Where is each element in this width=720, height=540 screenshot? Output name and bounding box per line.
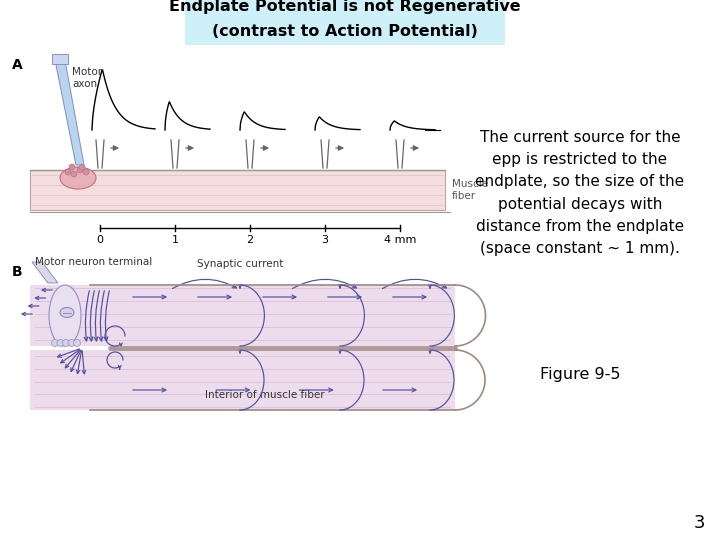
Bar (30, 170, 445, 210)
Circle shape (77, 167, 83, 173)
Text: The current source for the
epp is restricted to the
endplate, so the size of the: The current source for the epp is restri… (475, 130, 685, 256)
Circle shape (68, 340, 75, 347)
Text: Motor
axon: Motor axon (72, 67, 102, 89)
FancyBboxPatch shape (185, 0, 505, 45)
Text: 0: 0 (96, 235, 104, 245)
Polygon shape (55, 60, 84, 165)
Text: 3: 3 (322, 235, 328, 245)
Ellipse shape (60, 307, 74, 318)
Polygon shape (32, 262, 58, 283)
Circle shape (57, 340, 64, 347)
Circle shape (71, 171, 77, 177)
Text: 3: 3 (693, 514, 705, 532)
Text: Figure 9-5: Figure 9-5 (540, 368, 620, 382)
Circle shape (79, 164, 85, 170)
Text: (contrast to Action Potential): (contrast to Action Potential) (212, 24, 478, 38)
Circle shape (52, 340, 58, 347)
Text: Interior of muscle fiber: Interior of muscle fiber (205, 390, 325, 400)
Bar (30, 285, 455, 346)
Text: 2: 2 (246, 235, 253, 245)
Text: B: B (12, 265, 22, 279)
Text: A: A (12, 58, 23, 72)
Circle shape (73, 340, 81, 347)
Text: Motor neuron terminal: Motor neuron terminal (35, 257, 152, 267)
Text: 4 mm: 4 mm (384, 235, 416, 245)
Text: Synaptic current: Synaptic current (197, 259, 283, 269)
Bar (30, 350, 455, 410)
Text: 1: 1 (171, 235, 179, 245)
Circle shape (69, 164, 75, 170)
Ellipse shape (49, 285, 81, 346)
Circle shape (63, 340, 70, 347)
Circle shape (83, 169, 89, 175)
Ellipse shape (60, 167, 96, 189)
Circle shape (65, 169, 71, 175)
Text: Endplate Potential is not Regenerative: Endplate Potential is not Regenerative (169, 0, 521, 15)
Text: Muscle
fiber: Muscle fiber (452, 179, 488, 201)
Bar (52, 54, 68, 64)
